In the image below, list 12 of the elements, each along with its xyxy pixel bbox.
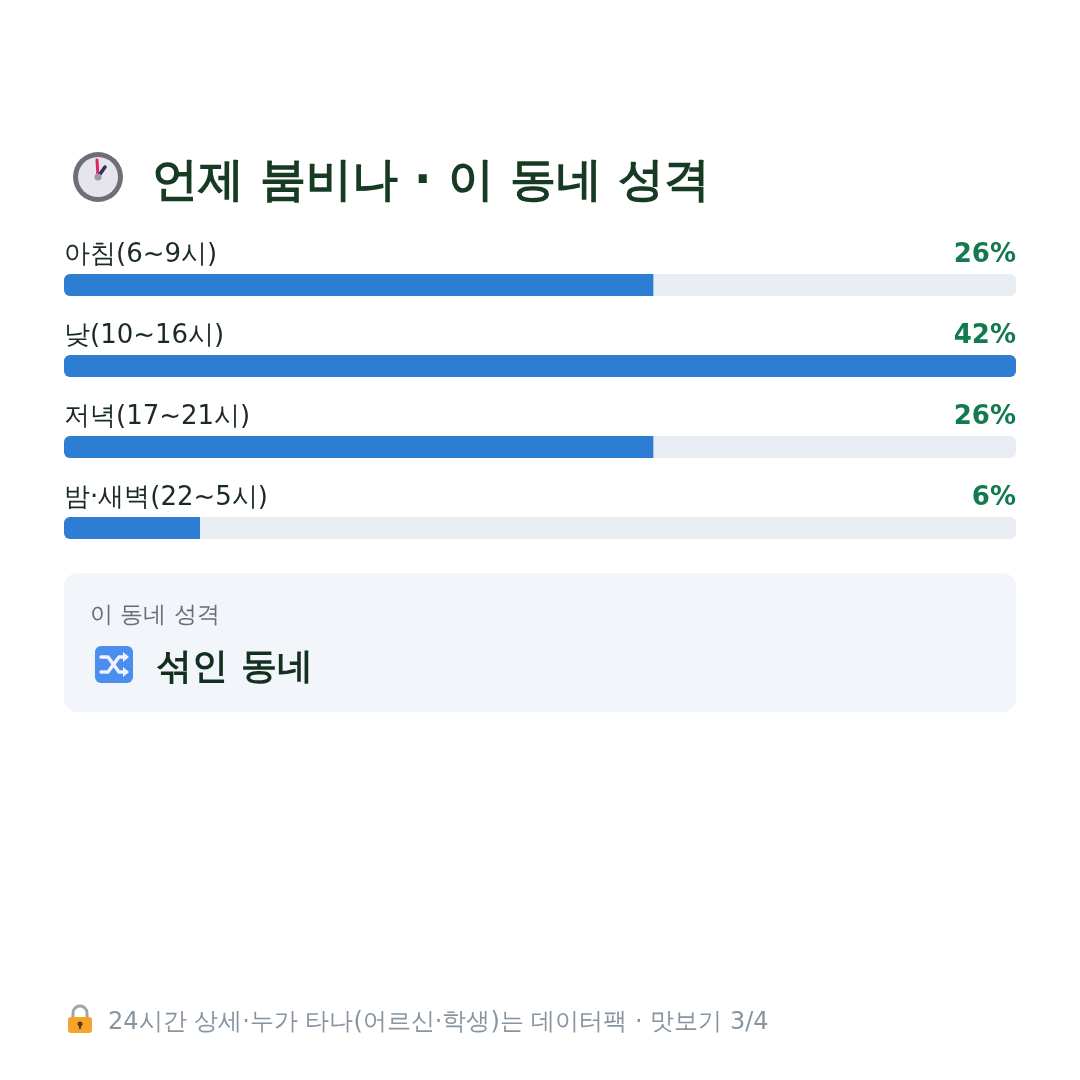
data-label: 26%	[953, 400, 1016, 430]
y-tick-label: 낮(10~16시)	[64, 319, 225, 349]
text: 섞인 동네	[156, 645, 313, 686]
data-label: 42%	[953, 319, 1016, 349]
text: 이 동네 성격	[90, 601, 220, 627]
chart-title: 언제 붐비나 · 이 동네 성격	[152, 152, 710, 206]
y-tick-label: 밤·새벽(22~5시)	[64, 481, 268, 511]
text: 24시간 상세·누가 타나(어르신·학생)는 데이터팩 · 맛보기 3/4	[108, 1007, 769, 1035]
y-tick-label: 아침(6~9시)	[64, 238, 218, 268]
data-label: 26%	[953, 238, 1016, 268]
data-label: 6%	[971, 481, 1016, 511]
y-tick-label: 저녁(17~21시)	[64, 400, 251, 430]
